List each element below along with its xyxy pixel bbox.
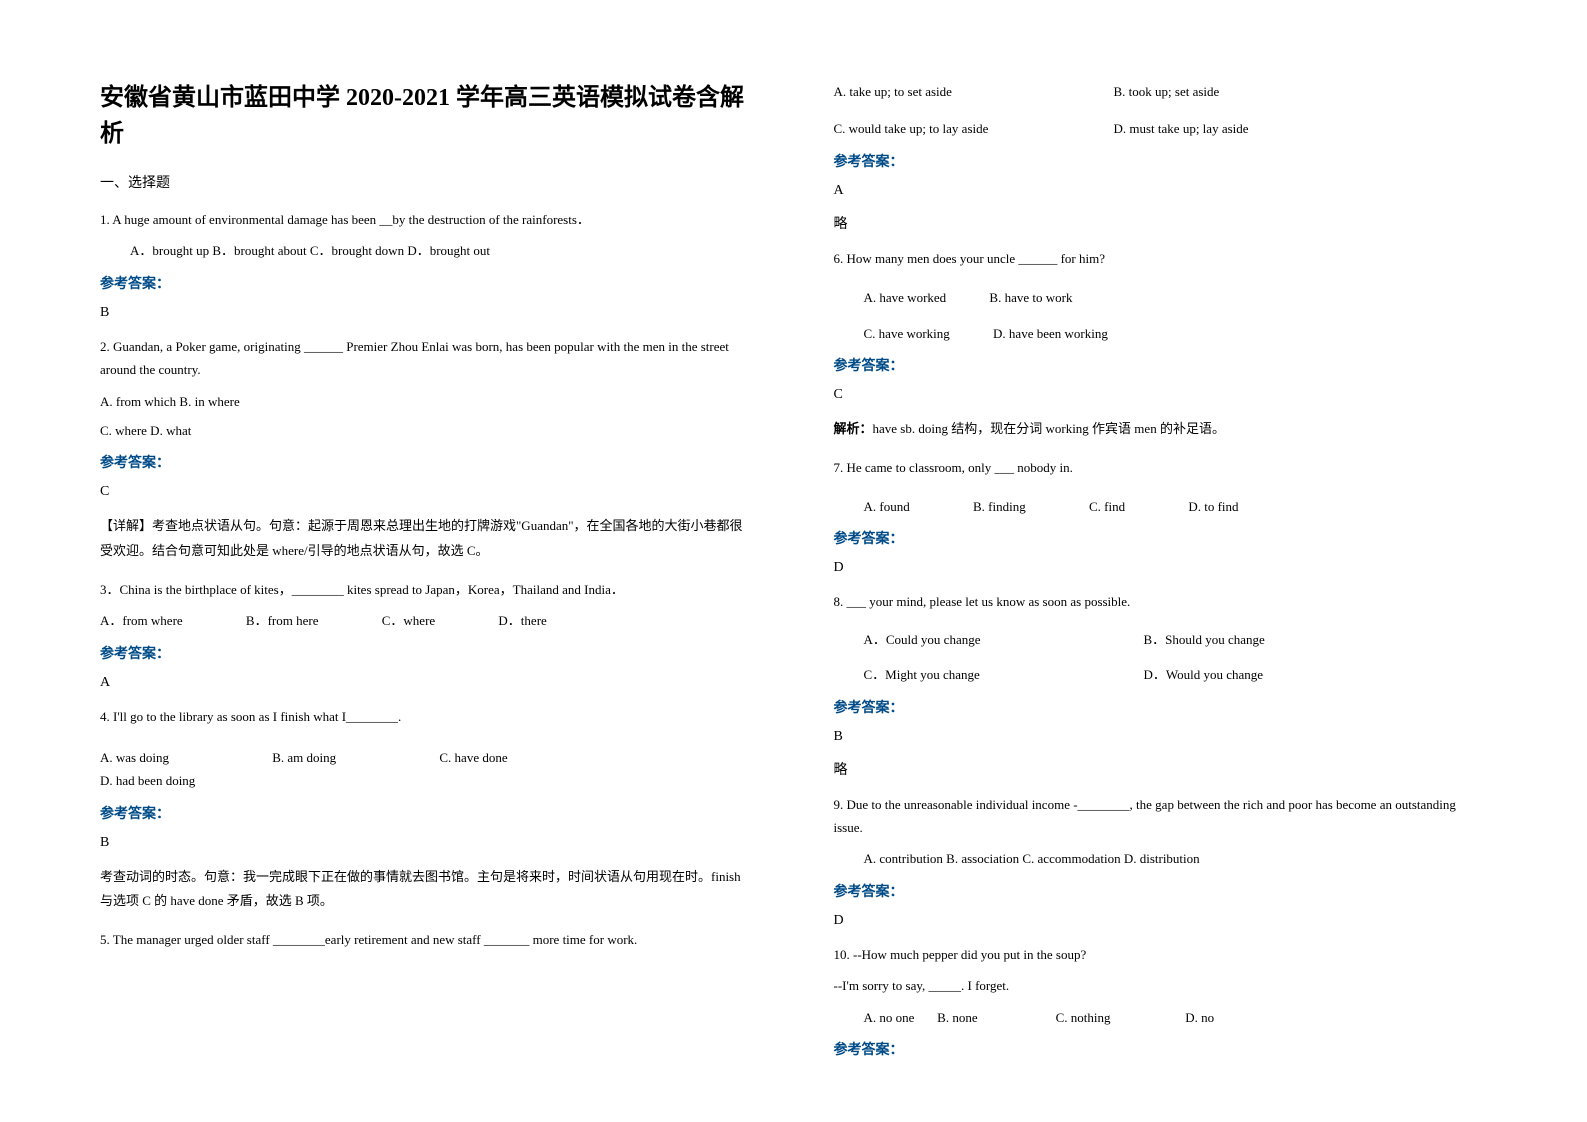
q7-answer: D [834, 560, 1488, 576]
q4-opt-d: D. had been doing [100, 769, 195, 792]
q5-answer: A [834, 183, 1488, 199]
q3-opt-d: D．there [498, 609, 546, 632]
q6-options-row-1: A. have worked B. have to work [834, 286, 1488, 309]
q7-answer-label: 参考答案： [834, 528, 1488, 548]
q2-answer: C [100, 484, 754, 500]
q3-opt-c: C．where [382, 609, 435, 632]
q6-opt-b: B. have to work [989, 286, 1072, 309]
q6-options-row-2: C. have working D. have been working [834, 322, 1488, 345]
q6-opt-d: D. have been working [993, 322, 1108, 345]
q2-options-row-1: A. from which B. in where [100, 390, 754, 413]
q8-options-row-1: A．Could you change B．Should you change [834, 628, 1488, 651]
q9-options: A. contribution B. association C. accomm… [834, 847, 1488, 870]
q7-opt-c: C. find [1089, 495, 1125, 518]
q3-opt-a: A．from where [100, 609, 183, 632]
q4-opt-a: A. was doing [100, 746, 169, 769]
q5-options-row-2: C. would take up; to lay aside D. must t… [834, 117, 1488, 140]
q5-text: 5. The manager urged older staff _______… [100, 928, 754, 951]
q4-explanation: 考查动词的时态。句意：我一完成眼下正在做的事情就去图书馆。主句是将来时，时间状语… [100, 865, 754, 914]
q7-text: 7. He came to classroom, only ___ nobody… [834, 456, 1488, 479]
q9-text: 9. Due to the unreasonable individual in… [834, 793, 1488, 840]
q10-answer-label: 参考答案： [834, 1039, 1488, 1059]
right-column: A. take up; to set aside B. took up; set… [834, 80, 1488, 1042]
q3-answer-label: 参考答案： [100, 643, 754, 663]
q5-opt-c: C. would take up; to lay aside [834, 117, 1114, 140]
q7-opt-d: D. to find [1188, 495, 1238, 518]
q10-text-2: --I'm sorry to say, _____. I forget. [834, 974, 1488, 997]
q4-opt-b: B. am doing [272, 746, 336, 769]
q4-text: 4. I'll go to the library as soon as I f… [100, 705, 754, 728]
q10-options: A. no one B. none C. nothing D. no [834, 1006, 1488, 1029]
q6-answer-label: 参考答案： [834, 355, 1488, 375]
title-line-1: 安徽省黄山市蓝田中学 2020-2021 学年高三英语模拟试卷含解 [100, 85, 744, 111]
q6-explain-text: have sb. doing 结构，现在分词 working 作宾语 men 的… [873, 421, 1225, 436]
q5-opt-d: D. must take up; lay aside [1114, 117, 1249, 140]
q4-answer: B [100, 835, 754, 851]
q8-opt-c: C．Might you change [864, 663, 1144, 686]
q5-note: 略 [834, 213, 1488, 233]
q4-opt-c: C. have done [439, 746, 507, 769]
q6-opt-a: A. have worked [864, 286, 947, 309]
q5-answer-label: 参考答案： [834, 151, 1488, 171]
q8-opt-d: D．Would you change [1144, 663, 1264, 686]
q7-opt-a: A. found [864, 495, 910, 518]
q7-options: A. found B. finding C. find D. to find [834, 495, 1488, 518]
q2-explanation: 【详解】考查地点状语从句。句意：起源于周恩来总理出生地的打牌游戏"Guandan… [100, 514, 754, 563]
q1-options: A．brought up B．brought about C．brought d… [100, 239, 754, 262]
q6-answer: C [834, 387, 1488, 403]
q5-opt-b: B. took up; set aside [1114, 80, 1220, 103]
q4-answer-label: 参考答案： [100, 803, 754, 823]
q6-explanation: 解析：have sb. doing 结构，现在分词 working 作宾语 me… [834, 417, 1488, 442]
q5-options-row-1: A. take up; to set aside B. took up; set… [834, 80, 1488, 103]
q8-note: 略 [834, 759, 1488, 779]
q6-text: 6. How many men does your uncle ______ f… [834, 247, 1488, 270]
q2-answer-label: 参考答案： [100, 452, 754, 472]
q9-answer: D [834, 913, 1488, 929]
q1-answer: B [100, 305, 754, 321]
q4-options: A. was doing B. am doing C. have done D.… [100, 746, 754, 793]
q3-opt-b: B．from here [246, 609, 319, 632]
q1-answer-label: 参考答案： [100, 273, 754, 293]
q6-explain-label: 解析： [834, 421, 873, 436]
q3-answer: A [100, 675, 754, 691]
q8-text: 8. ___ your mind, please let us know as … [834, 590, 1488, 613]
q3-options: A．from where B．from here C．where D．there [100, 609, 754, 632]
q9-answer-label: 参考答案： [834, 881, 1488, 901]
q8-opt-b: B．Should you change [1144, 628, 1265, 651]
q7-opt-b: B. finding [973, 495, 1026, 518]
q10-text-1: 10. --How much pepper did you put in the… [834, 943, 1488, 966]
q8-opt-a: A．Could you change [864, 628, 1144, 651]
q1-text: 1. A huge amount of environmental damage… [100, 208, 754, 231]
q8-options-row-2: C．Might you change D．Would you change [834, 663, 1488, 686]
exam-title: 安徽省黄山市蓝田中学 2020-2021 学年高三英语模拟试卷含解 析 [100, 80, 754, 152]
q6-opt-c: C. have working [864, 322, 950, 345]
q2-options-row-2: C. where D. what [100, 419, 754, 442]
q3-text: 3．China is the birthplace of kites，_____… [100, 578, 754, 601]
title-line-2: 析 [100, 121, 124, 147]
q8-answer: B [834, 729, 1488, 745]
q8-answer-label: 参考答案： [834, 697, 1488, 717]
section-1-header: 一、选择题 [100, 172, 754, 192]
q2-text: 2. Guandan, a Poker game, originating __… [100, 335, 754, 382]
q5-opt-a: A. take up; to set aside [834, 80, 1114, 103]
left-column: 安徽省黄山市蓝田中学 2020-2021 学年高三英语模拟试卷含解 析 一、选择… [100, 80, 754, 1042]
